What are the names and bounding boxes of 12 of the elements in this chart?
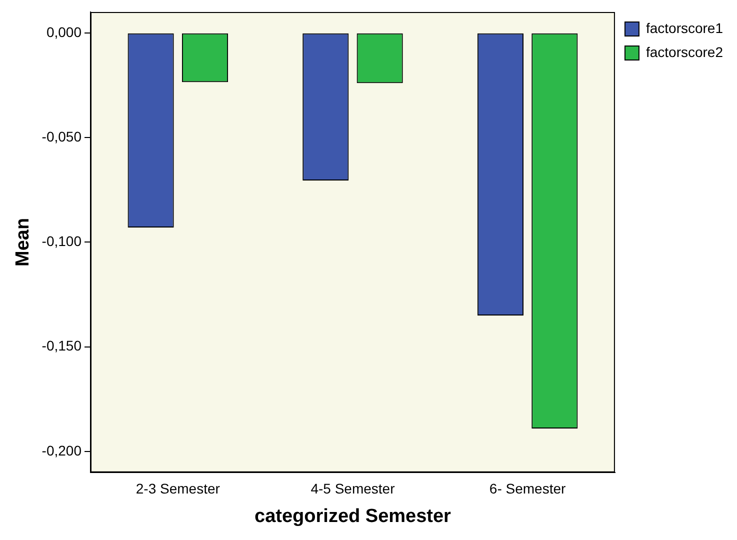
legend-label: factorscore2 xyxy=(646,44,724,60)
y-axis-title: Mean xyxy=(12,218,34,266)
x-tick-label: 4-5 Semester xyxy=(310,480,396,497)
x-axis-title: categorized Semester xyxy=(254,506,452,527)
y-tick-label: -0,100 xyxy=(42,233,82,250)
x-tick-label: 6- Semester xyxy=(489,480,566,497)
legend-label: factorscore1 xyxy=(646,20,724,36)
y-tick-label: -0,150 xyxy=(42,338,82,354)
x-tick-label: 2-3 Semester xyxy=(136,480,220,497)
y-tick-label: 0,000 xyxy=(46,24,82,40)
y-tick-label: -0,050 xyxy=(42,128,82,144)
y-tick-label: -0,200 xyxy=(42,442,82,458)
